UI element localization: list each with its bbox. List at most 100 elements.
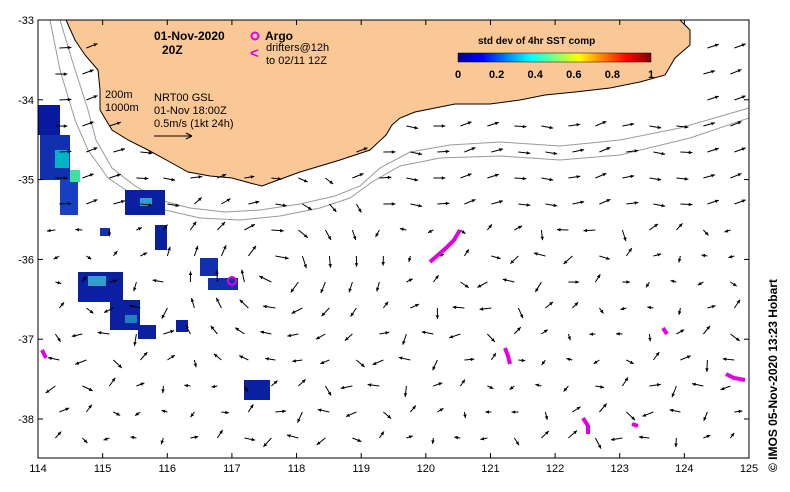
current-arrow: [48, 356, 60, 361]
current-arrow: [622, 280, 630, 284]
x-tick-label: 123: [611, 463, 629, 475]
current-arrow: [325, 177, 334, 185]
current-arrow: [541, 430, 550, 439]
current-arrow: [75, 359, 87, 365]
current-arrow: [271, 380, 278, 387]
current-arrow: [290, 281, 299, 293]
current-arrow: [55, 431, 62, 439]
current-arrow: [594, 274, 601, 283]
current-arrow: [238, 355, 249, 361]
drifter-legend-icon: <: [250, 45, 259, 62]
current-arrow: [355, 203, 362, 213]
current-arrow: [344, 333, 353, 341]
current-arrow: [320, 281, 326, 294]
current-arrow: [329, 203, 337, 213]
current-arrow: [514, 176, 527, 181]
current-arrow: [556, 227, 569, 232]
current-arrow: [82, 173, 94, 179]
current-arrow: [221, 198, 231, 205]
current-arrow: [383, 411, 392, 419]
current-arrow: [244, 175, 255, 179]
current-arrow: [437, 149, 450, 154]
current-arrow: [599, 403, 608, 413]
current-arrow: [194, 197, 203, 205]
current-arrow: [220, 245, 227, 257]
product-label: NRT00 GSL: [154, 92, 214, 104]
current-arrow: [210, 325, 218, 335]
current-arrow: [82, 385, 93, 392]
current-arrow: [217, 173, 227, 179]
current-arrow: [59, 97, 72, 102]
current-arrow: [544, 411, 549, 421]
y-tick-label: -34: [18, 95, 34, 107]
current-arrow: [431, 437, 435, 445]
current-arrow: [367, 383, 380, 387]
current-arrow: [621, 229, 627, 242]
current-arrow: [161, 307, 168, 319]
x-tick-label: 118: [288, 463, 306, 475]
current-arrow: [734, 409, 743, 414]
current-arrow: [568, 175, 581, 179]
current-arrow: [275, 409, 287, 414]
current-arrow: [460, 121, 472, 127]
current-arrow: [485, 410, 492, 414]
current-arrow: [734, 43, 746, 49]
current-arrow: [286, 434, 299, 439]
current-arrow: [680, 355, 691, 361]
current-arrow: [86, 199, 98, 205]
current-arrow: [432, 274, 440, 283]
current-arrow: [259, 275, 272, 283]
current-arrow: [642, 411, 654, 417]
current-arrow: [406, 177, 419, 182]
current-arrow: [677, 255, 682, 263]
current-arrow: [85, 404, 93, 413]
current-arrow: [697, 281, 704, 286]
current-arrow: [58, 301, 65, 309]
current-arrow: [464, 357, 475, 362]
current-arrow: [248, 200, 260, 205]
current-arrow: [620, 306, 627, 311]
current-arrow: [328, 255, 332, 268]
product-time: 01-Nov 18:00Z: [154, 105, 227, 117]
current-arrow: [410, 151, 423, 156]
current-arrow: [460, 173, 472, 179]
current-arrow: [382, 301, 389, 309]
current-arrow: [86, 43, 98, 49]
plot-frame: [37, 19, 750, 459]
current-arrow: [463, 249, 470, 257]
current-arrow: [167, 354, 176, 361]
current-arrow: [563, 385, 569, 392]
current-arrow: [140, 351, 148, 361]
current-arrow: [734, 147, 746, 153]
current-arrow: [86, 255, 92, 260]
current-arrow: [670, 279, 677, 284]
current-arrow: [460, 229, 466, 235]
current-arrow: [622, 122, 635, 127]
current-arrow: [676, 223, 683, 231]
current-arrow: [97, 331, 110, 335]
current-arrow: [161, 409, 168, 414]
current-arrow: [730, 69, 742, 75]
current-arrow: [653, 253, 662, 257]
current-arrow: [356, 147, 368, 153]
current-arrow: [140, 151, 153, 155]
current-arrow: [454, 435, 461, 440]
current-arrow: [398, 356, 411, 361]
drifters-legend-until: to 02/11 12Z: [266, 55, 327, 67]
current-arrow: [707, 305, 716, 309]
current-arrow: [113, 411, 121, 416]
current-arrow: [46, 228, 56, 233]
map-time: 20Z: [162, 43, 183, 57]
current-arrow: [427, 229, 434, 234]
current-arrow: [514, 225, 523, 231]
current-arrow: [649, 125, 662, 130]
contour-200m-label: 200m: [105, 89, 133, 101]
current-arrow: [166, 246, 171, 257]
current-arrow: [729, 432, 735, 439]
current-arrow: [134, 411, 141, 416]
current-arrow: [486, 224, 493, 231]
current-arrow: [518, 203, 531, 207]
current-arrow: [406, 278, 413, 283]
current-arrow: [626, 149, 639, 153]
